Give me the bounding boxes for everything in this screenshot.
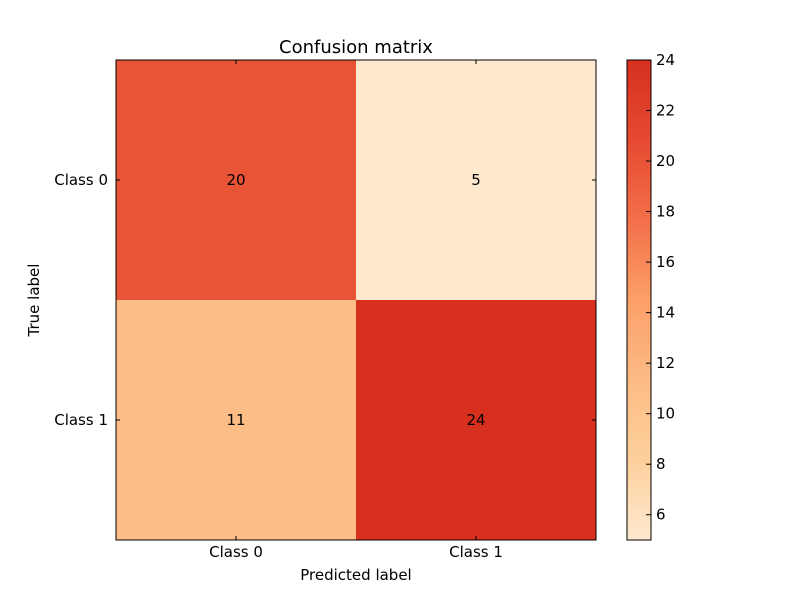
heatmap-cell	[356, 60, 596, 300]
colorbar-tick-label: 16	[656, 253, 675, 271]
heatmap-cell	[116, 300, 356, 540]
y-axis-label: True label	[25, 264, 43, 338]
x-axis-ticks: Class 0 Class 1	[209, 60, 503, 561]
x-tick-label: Class 1	[449, 543, 503, 561]
colorbar-tick-label: 12	[656, 354, 675, 372]
heatmap-cell	[116, 60, 356, 300]
x-axis-label: Predicted label	[300, 566, 411, 584]
heatmap-cell	[356, 300, 596, 540]
colorbar-tick-label: 6	[656, 506, 666, 524]
heatmap-cells	[116, 60, 596, 540]
y-tick-label: Class 1	[54, 411, 108, 429]
colorbar-tick-label: 8	[656, 455, 666, 473]
cell-value-label: 24	[466, 411, 485, 429]
colorbar-tick-label: 24	[656, 51, 675, 69]
colorbar-gradient	[627, 60, 651, 540]
plot-frame	[115, 59, 597, 541]
cell-value-label: 11	[226, 411, 245, 429]
colorbar-tick-label: 10	[656, 405, 675, 423]
colorbar-tick-label: 20	[656, 152, 675, 170]
colorbar-tick-label: 18	[656, 203, 675, 221]
colorbar-frame	[626, 59, 652, 541]
chart-title: Confusion matrix	[279, 37, 433, 58]
heatmap-cell-labels: 20 5 11 24	[226, 171, 485, 429]
colorbar-ticks: 6 8 10 12 14 16 18 20 22 24	[646, 51, 675, 524]
x-tick-label: Class 0	[209, 543, 263, 561]
cell-value-label: 20	[226, 171, 245, 189]
y-axis-ticks: Class 0 Class 1	[54, 171, 596, 429]
cell-value-label: 5	[471, 171, 481, 189]
colorbar: 6 8 10 12 14 16 18 20 22 24	[626, 51, 675, 541]
colorbar-tick-label: 22	[656, 102, 675, 120]
colorbar-tick-label: 14	[656, 304, 675, 322]
y-tick-label: Class 0	[54, 171, 108, 189]
